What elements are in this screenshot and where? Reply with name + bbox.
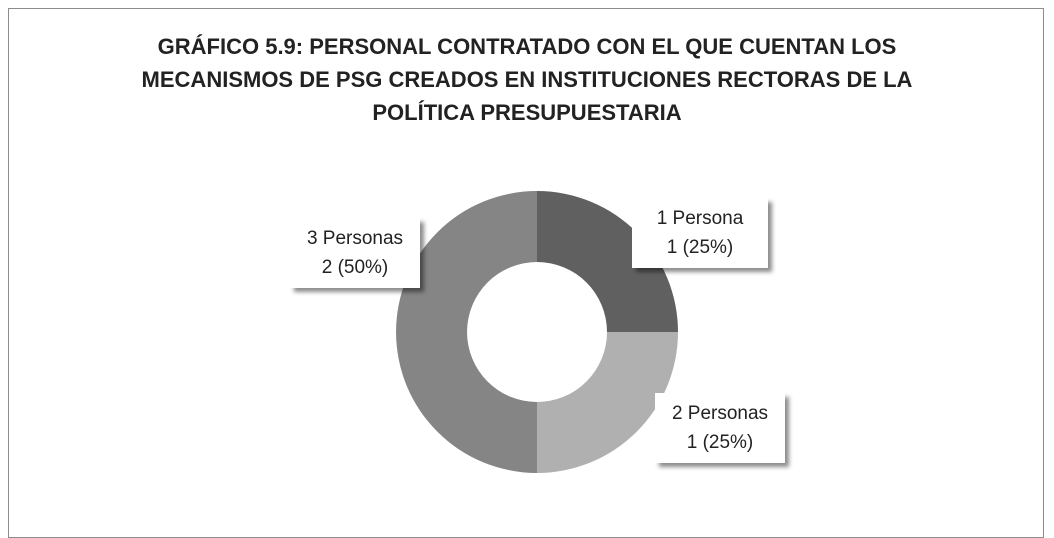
data-label: 2 (50%) [322, 257, 389, 278]
label-box [655, 393, 785, 463]
donut-slice [537, 332, 678, 473]
data-label: 1 (25%) [687, 432, 754, 453]
data-label: 1 (25%) [667, 237, 734, 258]
chart: 1 Persona 1 (25%) 2 Personas 1 (25%) 3 Perso… [290, 191, 785, 473]
chart-title: GRÁFICO 5.9: PERSONAL CONTRATADO CON EL … [141, 34, 913, 125]
category-label: 1 Persona [657, 208, 744, 229]
label-box [632, 198, 768, 268]
page: {"chart_data": {"type": "donut", "title"… [8, 8, 1044, 538]
category-label: 3 Personas [307, 228, 403, 249]
category-label: 2 Personas [672, 403, 768, 424]
donut-slice [537, 191, 678, 332]
label-box [290, 218, 420, 288]
donut-slice [396, 191, 537, 473]
